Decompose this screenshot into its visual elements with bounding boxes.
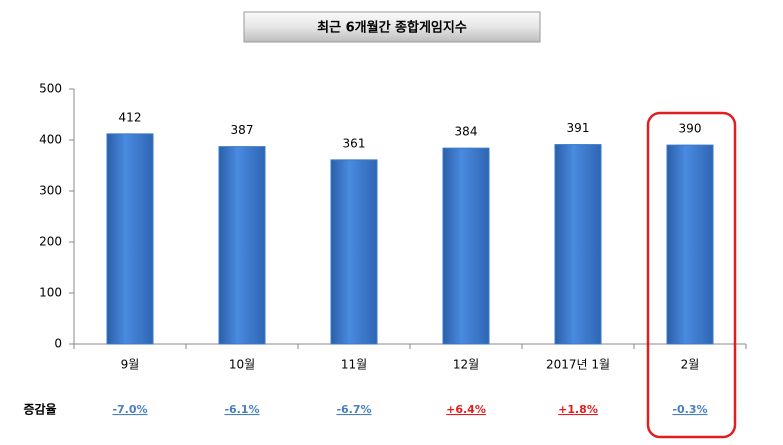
change-label: +1.8% [558,403,598,416]
value-label: 387 [231,123,254,137]
change-label: -0.3% [672,403,707,416]
value-label: 391 [567,121,590,135]
bar [330,159,378,345]
value-label: 412 [119,110,142,124]
bar [218,146,266,345]
change-label: -6.1% [224,403,259,416]
change-row-label: 증감율 [23,402,56,417]
y-tick-label: 400 [39,133,62,147]
x-tick-label: 2월 [681,358,700,372]
bar [442,147,490,345]
x-tick-label: 9월 [121,358,140,372]
change-label: -7.0% [112,403,147,416]
y-tick-label: 0 [54,337,62,351]
value-label: 361 [343,136,366,150]
title-box [243,11,541,43]
x-tick-label: 2017년 1월 [546,358,610,372]
bar [106,133,154,345]
value-label: 390 [679,122,702,136]
highlight-box [646,111,737,439]
y-tick-label: 100 [39,286,62,300]
x-tick-label: 10월 [229,358,255,372]
y-tick-label: 200 [39,235,62,249]
bar [554,144,602,345]
change-label: -6.7% [336,403,371,416]
y-tick-label: 500 [39,82,62,96]
x-tick-label: 11월 [341,358,367,372]
x-tick-label: 12월 [453,358,479,372]
chart-title: 최근 6개월간 종합게임지수 [317,20,467,36]
change-label: +6.4% [446,403,486,416]
bar [666,144,714,345]
value-label: 384 [455,125,478,139]
y-tick-label: 300 [39,184,62,198]
